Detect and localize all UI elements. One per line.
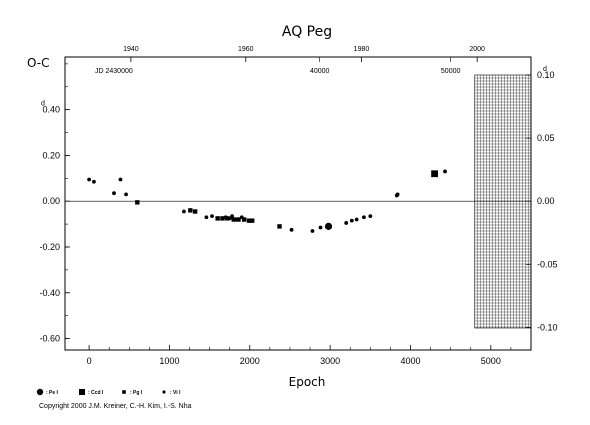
data-point bbox=[289, 227, 294, 232]
y-tick-label: 0.20 bbox=[42, 150, 60, 160]
year-tick-label: 1960 bbox=[238, 46, 254, 53]
data-point bbox=[135, 200, 140, 205]
data-point bbox=[215, 216, 220, 221]
legend-label: : Ccd I bbox=[88, 390, 104, 396]
data-point bbox=[182, 209, 186, 214]
data-point bbox=[324, 222, 333, 230]
y-tick-unit: d bbox=[41, 101, 45, 108]
x-tick-label: 3000 bbox=[320, 356, 340, 366]
data-point bbox=[349, 218, 354, 223]
data-point bbox=[192, 209, 198, 214]
y-tick-label: 0.00 bbox=[42, 196, 60, 206]
data-point bbox=[236, 217, 241, 222]
data-point bbox=[220, 216, 225, 221]
data-point bbox=[87, 177, 92, 182]
data-point bbox=[124, 192, 128, 197]
right-tick-label: -0.10 bbox=[537, 322, 558, 332]
data-point bbox=[92, 179, 96, 184]
data-point bbox=[246, 218, 252, 223]
y-tick-label: 0.40 bbox=[42, 105, 60, 115]
plot-layer: 0 1000 2000 3000 4000 5000 -0.60 -0.40 -0.20 0.00… bbox=[36, 46, 558, 396]
y-tick-label: -0.20 bbox=[39, 242, 60, 252]
year-tick-label: 1940 bbox=[123, 46, 139, 53]
jd-label: JD 2430000 bbox=[95, 68, 133, 75]
legend-label: : Pe I bbox=[46, 390, 59, 396]
data-point bbox=[354, 217, 359, 222]
year-tick-label: 2000 bbox=[469, 46, 485, 53]
data-point bbox=[204, 215, 209, 220]
x-tick-label: 5000 bbox=[481, 356, 501, 366]
legend-marker bbox=[79, 389, 85, 395]
right-tick-label: 0.05 bbox=[537, 133, 555, 143]
data-point bbox=[241, 217, 247, 222]
jd-label: 40000 bbox=[310, 68, 330, 75]
data-point bbox=[368, 214, 373, 218]
right-tick-label: -0.05 bbox=[537, 259, 558, 269]
data-point bbox=[112, 191, 116, 196]
legend-marker bbox=[162, 390, 166, 394]
x-tick-label: 4000 bbox=[400, 356, 420, 366]
data-point bbox=[310, 229, 315, 233]
data-point bbox=[230, 214, 235, 218]
x-axis-label: Epoch bbox=[289, 375, 326, 389]
jd-label: 50000 bbox=[441, 68, 461, 75]
plot-frame bbox=[64, 56, 532, 351]
x-tick-label: 1000 bbox=[159, 356, 179, 366]
data-point bbox=[250, 218, 255, 223]
data-point bbox=[318, 225, 323, 230]
data-point bbox=[118, 177, 123, 182]
data-point bbox=[277, 224, 282, 229]
data-point bbox=[361, 215, 366, 220]
data-point bbox=[231, 217, 236, 222]
data-point bbox=[210, 214, 214, 218]
right-tick-label: 0.10 bbox=[537, 70, 555, 80]
x-tick-label: 2000 bbox=[240, 356, 260, 366]
y-axis-label: O-C bbox=[27, 56, 50, 70]
x-tick-label: 0 bbox=[87, 356, 92, 366]
data-point bbox=[395, 192, 400, 197]
data-point bbox=[234, 217, 239, 222]
legend-marker bbox=[36, 388, 44, 396]
y-tick-label: -0.40 bbox=[39, 288, 60, 298]
right-tick-unit: d bbox=[543, 66, 547, 73]
data-point bbox=[225, 216, 230, 221]
copyright-notice: Copyright 2000 J.M. Kreiner, C.-H. Kim, … bbox=[39, 403, 192, 410]
chart-title: AQ Peg bbox=[282, 24, 332, 40]
y-tick-label: -0.60 bbox=[39, 334, 60, 344]
data-point bbox=[344, 221, 349, 225]
legend-marker bbox=[122, 390, 126, 394]
data-point bbox=[188, 208, 193, 213]
data-point bbox=[223, 215, 228, 220]
legend-label: : Vi I bbox=[170, 390, 181, 396]
year-tick-label: 1980 bbox=[354, 46, 370, 53]
data-point bbox=[227, 216, 232, 221]
data-point bbox=[431, 170, 438, 178]
data-point bbox=[239, 215, 244, 220]
legend-label: : Pg I bbox=[130, 390, 143, 396]
right-tick-label: 0.00 bbox=[537, 196, 555, 206]
data-point bbox=[443, 169, 447, 174]
